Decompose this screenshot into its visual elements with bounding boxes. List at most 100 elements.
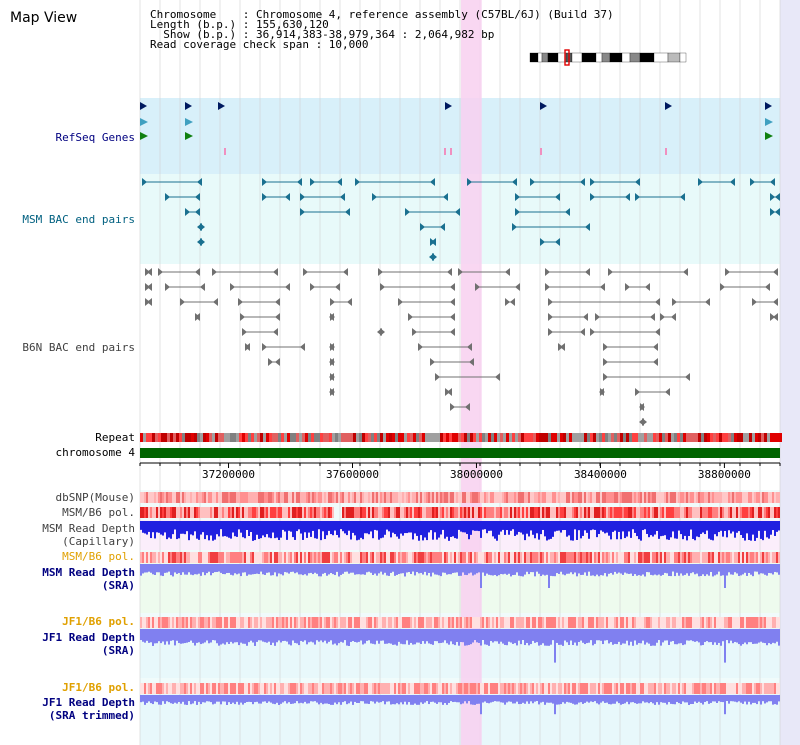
msm-bac-pair-end (455, 208, 460, 216)
snp-density-cell (556, 507, 558, 518)
track-label-msm-b6-pol-2[interactable]: MSM/B6 pol. (62, 550, 135, 563)
snp-density-cell (186, 552, 188, 563)
snp-density-cell (720, 492, 722, 503)
b6n-bac-pair-end (645, 283, 650, 291)
snp-density-cell (476, 552, 478, 563)
snp-density-cell (516, 617, 518, 628)
snp-density-cell (580, 492, 582, 503)
read-depth-bar (432, 564, 434, 573)
snp-density-cell (336, 617, 338, 628)
snp-density-cell (642, 552, 644, 563)
read-depth-bar (140, 521, 142, 530)
track-label-repeat[interactable]: Repeat (95, 431, 135, 444)
track-label-jf1-b6-pol-2[interactable]: JF1/B6 pol. (62, 681, 135, 694)
snp-density-cell (380, 683, 382, 694)
snp-density-cell (716, 617, 718, 628)
repeat-cell (506, 433, 509, 442)
read-depth-bar (654, 629, 656, 646)
snp-density-cell (188, 617, 190, 628)
read-depth-bar (496, 521, 498, 541)
b6n-bac-pair-end (655, 328, 660, 336)
snp-density-cell (450, 507, 452, 518)
track-label-jf1-read-depth-sra[interactable]: JF1 Read Depth (SRA) (0, 631, 135, 657)
read-depth-bar (590, 521, 592, 531)
track-label-dbsnp[interactable]: dbSNP(Mouse) (55, 491, 135, 504)
snp-density-cell (458, 507, 460, 518)
snp-density-cell (292, 552, 294, 563)
read-depth-bar (168, 521, 170, 538)
snp-density-cell (436, 507, 438, 518)
read-depth-bar (380, 629, 382, 641)
track-label-jf1-b6-pol-1[interactable]: JF1/B6 pol. (62, 615, 135, 628)
snp-density-cell (494, 507, 496, 518)
read-depth-bar (766, 521, 768, 538)
track-label-msm-bac[interactable]: MSM BAC end pairs (22, 213, 135, 226)
read-depth-bar (448, 695, 450, 703)
read-depth-bar (520, 695, 522, 704)
read-depth-bar (352, 564, 354, 573)
read-depth-bar (608, 695, 610, 705)
read-depth-bar (560, 629, 562, 645)
snp-density-cell (362, 683, 364, 694)
snp-density-cell (682, 617, 684, 628)
snp-density-cell (238, 617, 240, 628)
snp-density-cell (376, 492, 378, 503)
snp-density-cell (144, 507, 146, 518)
snp-density-cell (636, 617, 638, 628)
snp-density-cell (188, 683, 190, 694)
track-label-msm-read-depth-sra[interactable]: MSM Read Depth (SRA) (0, 566, 135, 592)
snp-density-cell (456, 492, 458, 503)
repeat-cell (338, 433, 341, 442)
snp-density-cell (358, 552, 360, 563)
snp-density-cell (564, 683, 566, 694)
track-label-refseq-genes[interactable]: RefSeq Genes (55, 131, 135, 144)
track-label-chromosome[interactable]: chromosome 4 (55, 446, 135, 459)
read-depth-bar (634, 695, 636, 704)
read-depth-bar (500, 695, 502, 703)
snp-density-cell (330, 492, 332, 503)
read-depth-bar (358, 564, 360, 575)
track-label-msm-read-depth-capillary[interactable]: MSM Read Depth (Capillary) (0, 522, 135, 548)
snp-density-cell (574, 507, 576, 518)
b6n-bac-pair-end (329, 388, 334, 396)
read-depth-bar (566, 695, 568, 702)
snp-density-cell (396, 552, 398, 563)
b6n-bac-pair-end (548, 298, 553, 306)
read-depth-bar (188, 521, 190, 541)
snp-density-cell (270, 683, 272, 694)
read-depth-bar (656, 564, 658, 576)
repeat-cell (269, 433, 272, 442)
snp-density-cell (468, 683, 470, 694)
repeat-cell (515, 433, 518, 442)
snp-density-cell (582, 552, 584, 563)
snp-density-cell (236, 617, 238, 628)
read-depth-bar (394, 521, 396, 535)
snp-density-cell (224, 683, 226, 694)
read-depth-bar (608, 521, 610, 536)
read-depth-bar (282, 521, 284, 530)
read-depth-bar (546, 629, 548, 646)
read-depth-bar (504, 629, 506, 645)
snp-density-cell (474, 492, 476, 503)
snp-density-cell (744, 492, 746, 503)
read-depth-bar (310, 521, 312, 537)
snp-density-cell (298, 552, 300, 563)
track-label-msm-b6-pol-1[interactable]: MSM/B6 pol. (62, 506, 135, 519)
snp-density-cell (502, 683, 504, 694)
snp-density-cell (326, 507, 328, 518)
read-depth-bar (722, 695, 724, 703)
snp-density-cell (584, 683, 586, 694)
track-label-jf1-read-depth-trimmed[interactable]: JF1 Read Depth (SRA trimmed) (0, 696, 135, 722)
snp-density-cell (484, 617, 486, 628)
snp-density-cell (620, 617, 622, 628)
read-depth-bar (642, 695, 644, 702)
read-depth-bar (270, 564, 272, 576)
repeat-cell (560, 433, 563, 442)
track-label-b6n-bac[interactable]: B6N BAC end pairs (22, 341, 135, 354)
snp-density-cell (358, 507, 360, 518)
snp-density-cell (444, 683, 446, 694)
snp-density-cell (254, 683, 256, 694)
snp-density-cell (476, 492, 478, 503)
snp-density-cell (146, 552, 148, 563)
